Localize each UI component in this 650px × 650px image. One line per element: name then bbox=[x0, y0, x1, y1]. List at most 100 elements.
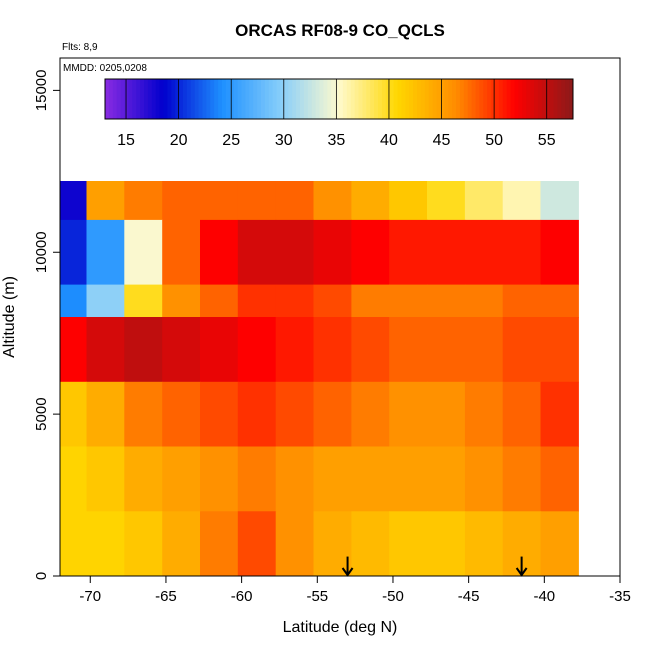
colorbar-swatch bbox=[175, 79, 180, 119]
heatmap-cell bbox=[162, 219, 201, 286]
colorbar-tick-label: 55 bbox=[538, 132, 556, 149]
colorbar-frame bbox=[104, 78, 574, 120]
colorbar-swatch bbox=[350, 79, 356, 119]
colorbar-swatch bbox=[342, 79, 348, 119]
heatmap-cell bbox=[86, 284, 125, 318]
heatmap-cell bbox=[427, 511, 466, 576]
heatmap-cell bbox=[60, 284, 87, 318]
heatmap-cell bbox=[313, 181, 352, 221]
heatmap-cell bbox=[502, 284, 542, 318]
colorbar-swatch bbox=[183, 79, 188, 119]
x-tick-label: -70 bbox=[79, 588, 101, 605]
colorbar-swatch bbox=[136, 79, 141, 119]
colorbar-swatch bbox=[479, 79, 484, 119]
colorbar-swatch bbox=[222, 79, 227, 119]
colorbar-swatch bbox=[358, 79, 363, 119]
heatmap-cell bbox=[60, 219, 87, 286]
colorbar-swatch bbox=[456, 79, 461, 119]
heatmap-cell bbox=[427, 284, 466, 318]
heatmap-cell bbox=[389, 284, 428, 318]
colorbar-swatch bbox=[190, 79, 196, 119]
x-axis-label: Latitude (deg N) bbox=[283, 619, 398, 636]
colorbar-swatch bbox=[163, 79, 168, 119]
colorbar-swatch bbox=[128, 79, 133, 119]
heatmap-cell bbox=[275, 284, 315, 318]
y-tick-label: 0 bbox=[33, 572, 50, 580]
colorbar-swatch bbox=[159, 79, 164, 119]
heatmap-cell bbox=[200, 446, 239, 512]
colorbar-swatch bbox=[565, 79, 570, 119]
y-axis: 0 5000 10000 15000 bbox=[33, 70, 60, 580]
colorbar-swatch bbox=[483, 79, 488, 119]
colorbar-swatch bbox=[397, 79, 402, 119]
heatmap-cell bbox=[237, 284, 277, 318]
colorbar-swatch bbox=[459, 79, 465, 119]
heatmap-cell bbox=[162, 317, 201, 383]
colorbar-swatch bbox=[495, 79, 500, 119]
colorbar-swatch bbox=[151, 79, 157, 119]
heatmap-cell bbox=[86, 446, 125, 512]
x-tick-label: -40 bbox=[533, 588, 555, 605]
heatmap-cell bbox=[237, 317, 277, 383]
colorbar: 15 20 25 30 35 40 45 50 55 bbox=[104, 78, 574, 149]
colorbar-swatch bbox=[280, 79, 285, 119]
colorbar-swatch bbox=[303, 79, 309, 119]
colorbar-swatch bbox=[105, 79, 110, 119]
colorbar-swatch bbox=[393, 79, 398, 119]
heatmap-cell bbox=[200, 381, 239, 448]
colorbar-swatch bbox=[229, 79, 235, 119]
chart-title: ORCAS RF08-9 CO_QCLS bbox=[235, 21, 445, 40]
colorbar-swatch bbox=[463, 79, 469, 119]
colorbar-swatch bbox=[514, 79, 519, 119]
colorbar-swatch bbox=[537, 79, 543, 119]
colorbar-swatch bbox=[432, 79, 437, 119]
colorbar-swatch bbox=[233, 79, 239, 119]
colorbar-swatch bbox=[210, 79, 215, 119]
colorbar-swatch bbox=[120, 79, 125, 119]
colorbar-swatch bbox=[401, 79, 406, 119]
colorbar-swatch bbox=[541, 79, 547, 119]
colorbar-swatch bbox=[132, 79, 137, 119]
heatmap-cell bbox=[351, 511, 390, 576]
heatmap-cell bbox=[200, 219, 239, 286]
y-tick-label: 5000 bbox=[33, 397, 50, 430]
colorbar-swatch bbox=[284, 79, 289, 119]
x-tick-label: -60 bbox=[231, 588, 253, 605]
heatmap-cell bbox=[464, 219, 504, 286]
colorbar-swatch bbox=[428, 79, 434, 119]
heatmap-cell bbox=[427, 219, 466, 286]
plot-frame bbox=[59, 57, 621, 577]
y-tick-label: 15000 bbox=[33, 70, 50, 112]
heatmap-cell bbox=[86, 219, 125, 286]
colorbar-swatch bbox=[140, 79, 145, 119]
heatmap-cell bbox=[200, 511, 239, 576]
colorbar-swatch bbox=[424, 79, 430, 119]
x-tick-label: -65 bbox=[155, 588, 177, 605]
heatmap-cell bbox=[86, 317, 125, 383]
heatmap-cell bbox=[389, 317, 428, 383]
colorbar-swatch bbox=[218, 79, 223, 119]
heatmap-cell bbox=[60, 511, 87, 576]
colorbar-swatch bbox=[253, 79, 258, 119]
heatmap-cell bbox=[427, 317, 466, 383]
heatmap-cell bbox=[351, 317, 390, 383]
heatmap-cell bbox=[502, 381, 542, 448]
colorbar-swatch bbox=[112, 79, 118, 119]
colorbar-swatch bbox=[381, 79, 387, 119]
colorbar-swatch bbox=[378, 79, 383, 119]
colorbar-swatch bbox=[417, 79, 422, 119]
heatmap-cell bbox=[427, 381, 466, 448]
colorbar-tick-label: 15 bbox=[117, 132, 135, 149]
colorbar-swatch bbox=[245, 79, 250, 119]
heatmap-cell bbox=[540, 511, 579, 576]
colorbar-tick-label: 20 bbox=[170, 132, 188, 149]
colorbar-swatch bbox=[498, 79, 504, 119]
colorbar-swatch bbox=[467, 79, 473, 119]
heatmap-cell bbox=[540, 219, 579, 286]
heatmap-cell bbox=[162, 284, 201, 318]
heatmap-cell bbox=[124, 219, 163, 286]
plot-area bbox=[60, 181, 579, 576]
colorbar-swatch bbox=[534, 79, 539, 119]
heatmap-cell bbox=[313, 381, 352, 448]
